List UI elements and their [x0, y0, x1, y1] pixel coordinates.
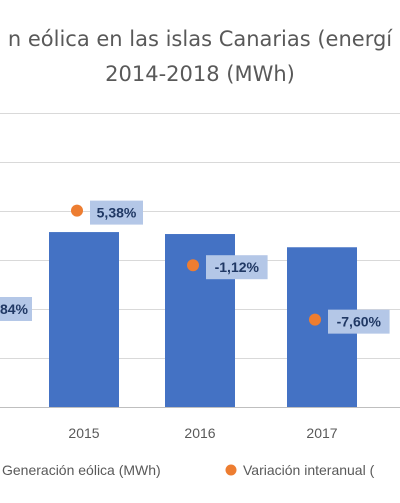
legend-label-generation: Generación eólica (MWh) [2, 462, 161, 478]
x-tick-label: 2015 [68, 425, 99, 441]
data-label: 5,38% [97, 205, 137, 221]
data-label-box [328, 309, 390, 334]
x-axis: 2015 2016 2017 [68, 425, 337, 441]
x-tick-label: 2017 [306, 425, 337, 441]
variation-point-2016 [187, 259, 199, 272]
data-label-box [90, 200, 143, 225]
legend-marker-variation [225, 464, 237, 476]
chart-title-line2: 2014-2018 (MWh) [105, 62, 295, 86]
chart-title: n eólica en las islas Canarias (energí 2… [8, 27, 393, 86]
variation-point-2017 [309, 313, 321, 326]
bar-2015 [49, 232, 119, 407]
chart-title-line1: n eólica en las islas Canarias (energí [8, 27, 393, 51]
legend-label-variation: Variación interanual ( [243, 462, 375, 478]
data-label: -1,12% [215, 259, 260, 275]
data-label: 84% [0, 301, 29, 317]
variation-point-2015 [71, 204, 83, 217]
legend: Generación eólica (MWh) Variación interan… [2, 462, 375, 478]
data-label-box [206, 255, 268, 280]
data-label: -7,60% [337, 314, 382, 330]
variation-series: 5,38% -1,12% -7,60% 84% [0, 200, 390, 334]
x-tick-label: 2016 [184, 425, 215, 441]
data-label-box [0, 297, 32, 321]
bar-series [49, 232, 357, 407]
